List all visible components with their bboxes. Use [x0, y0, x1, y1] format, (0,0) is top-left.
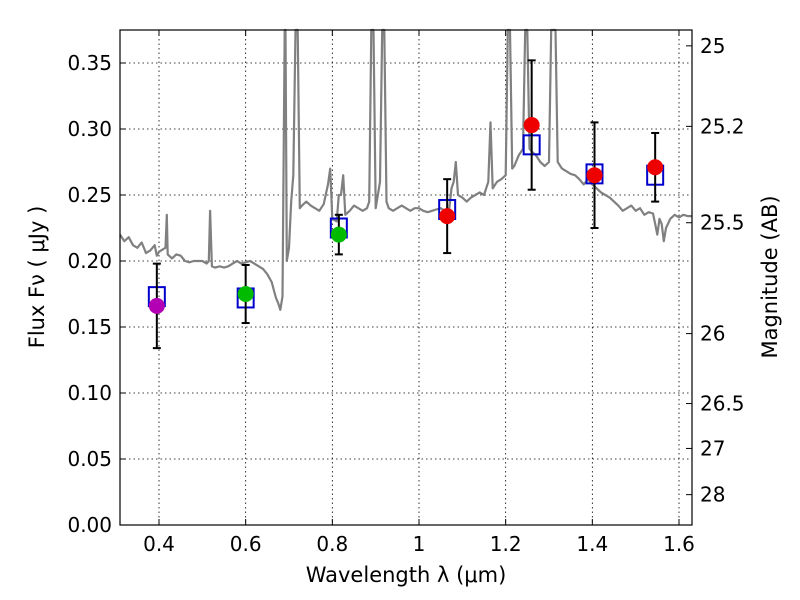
- observed-photometry: [148, 117, 664, 314]
- y2-tick-label: 25.2: [700, 114, 745, 138]
- y-axis: 0.00 0.05 0.10 0.15 0.20 0.25 0.30 0.35: [67, 51, 126, 537]
- x-tick-label: 0.4: [143, 532, 175, 556]
- y-tick-label: 0.35: [67, 51, 112, 75]
- x-tick-label: 1.6: [663, 532, 695, 556]
- y-tick-label: 0.00: [67, 513, 112, 537]
- y2-tick-label: 26.5: [700, 392, 745, 416]
- x-axis: 0.4 0.6 0.8 1 1.2 1.4 1.6: [143, 30, 695, 556]
- x-tick-label: 1: [413, 532, 426, 556]
- y2-tick-label: 25.5: [700, 211, 745, 235]
- y2-axis: 25 25.2 25.5 26 26.5 27 28: [686, 34, 745, 507]
- error-bars: [152, 59, 660, 350]
- plot-frame: [119, 29, 693, 526]
- observed-point: [647, 159, 664, 176]
- x-tick-label: 0.8: [316, 532, 348, 556]
- model-spectrum: [119, 28, 692, 311]
- y-axis-label: Flux Fν ( μJy ): [25, 206, 49, 349]
- x-tick-label: 0.6: [230, 532, 262, 556]
- y2-tick-label: 26: [700, 322, 725, 346]
- x-tick-label: 1.2: [490, 532, 522, 556]
- y-tick-label: 0.25: [67, 183, 112, 207]
- observed-point: [586, 167, 603, 184]
- y2-tick-label: 25: [700, 34, 725, 58]
- y2-tick-label: 28: [700, 483, 725, 507]
- y-tick-label: 0.05: [67, 447, 112, 471]
- observed-point: [148, 297, 165, 314]
- observed-point: [237, 286, 254, 302]
- grid: [120, 30, 692, 526]
- y-tick-label: 0.10: [67, 381, 112, 405]
- observed-point: [439, 208, 456, 225]
- y-tick-label: 0.30: [67, 117, 112, 141]
- x-axis-label: Wavelength λ (μm): [306, 563, 507, 587]
- model-photometry: [147, 134, 665, 309]
- y-tick-label: 0.20: [67, 249, 112, 273]
- y2-tick-label: 27: [700, 436, 725, 460]
- x-tick-label: 1.4: [576, 532, 608, 556]
- y2-axis-label: Magnitude (AB): [758, 195, 782, 358]
- y-tick-label: 0.15: [67, 315, 112, 339]
- observed-point: [523, 117, 540, 134]
- observed-point: [330, 226, 347, 243]
- model-spectrum-line: [119, 28, 692, 311]
